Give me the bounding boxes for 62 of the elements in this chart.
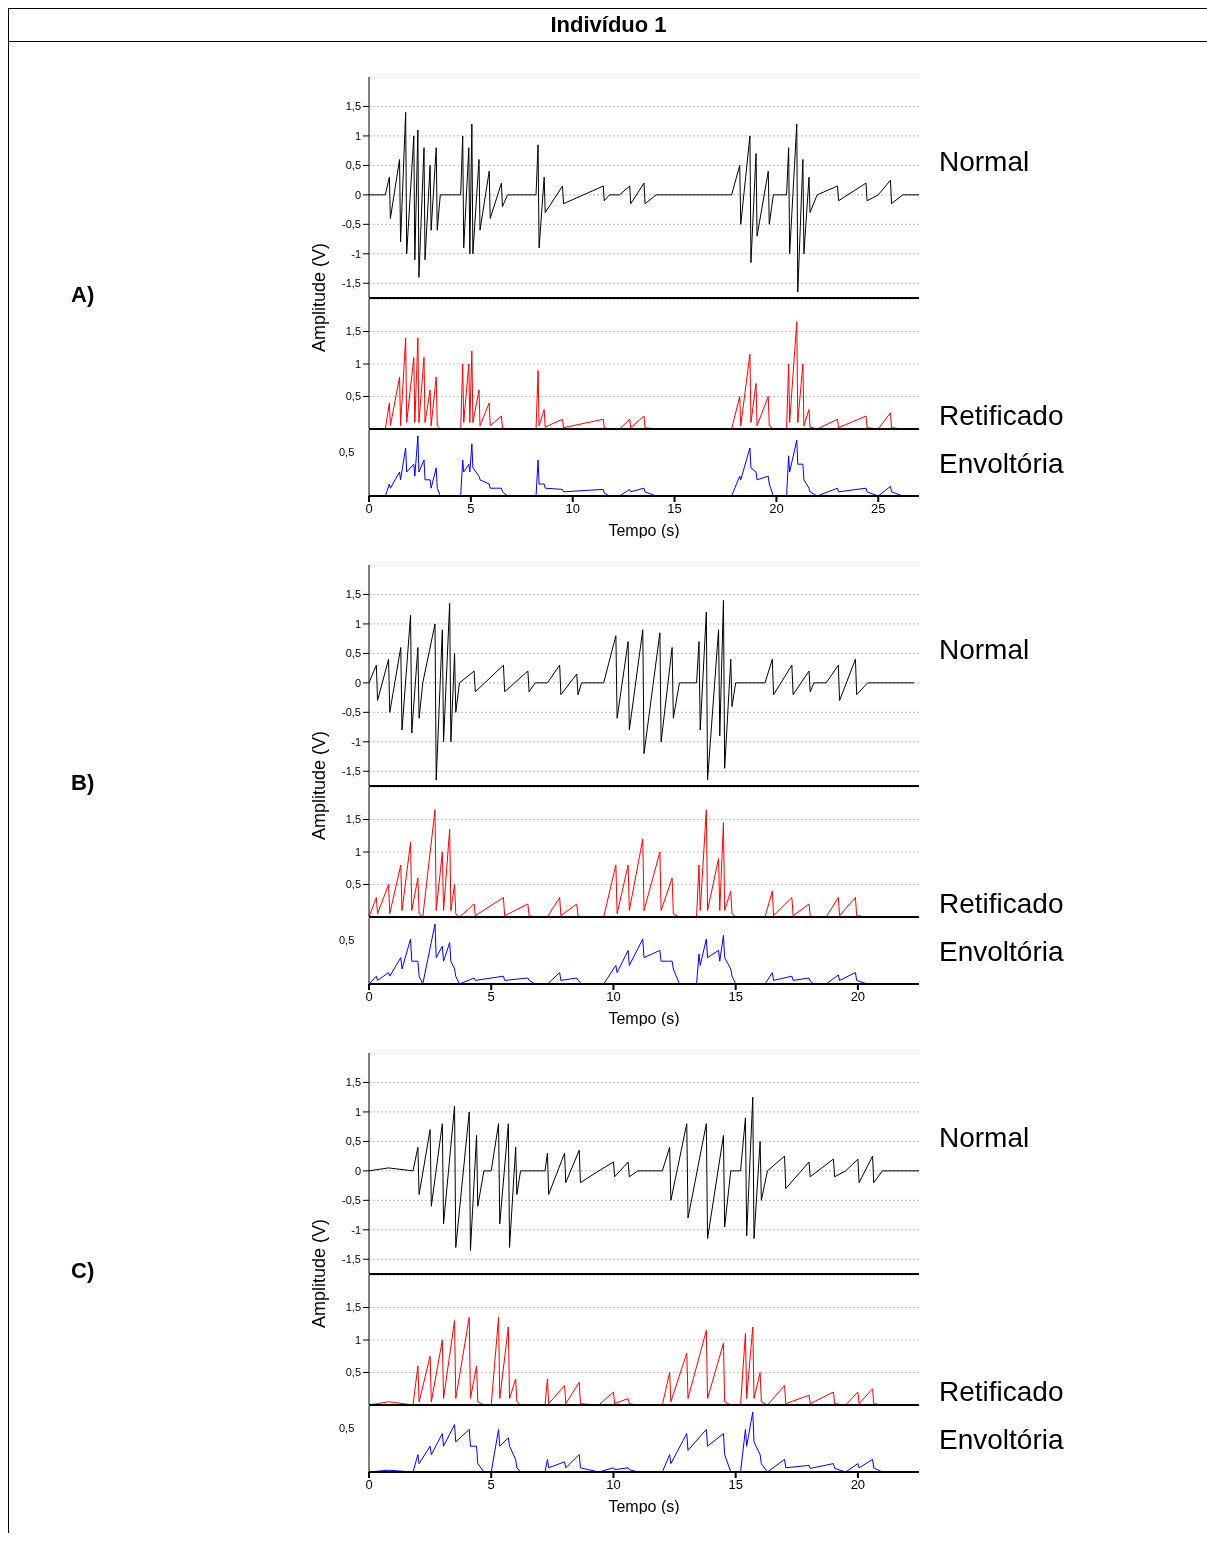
y-axis-title: Amplitude (V) xyxy=(308,1218,330,1331)
y-tick-label: 0,5 xyxy=(345,1135,361,1148)
text: C) xyxy=(71,1258,95,1284)
text: A) xyxy=(71,282,95,308)
y-tick-label: 1,5 xyxy=(345,100,361,113)
series-label: Retificado xyxy=(939,1376,1064,1408)
y-tick-label: 0,5 xyxy=(345,1366,361,1379)
y-tick-label: 0,5 xyxy=(345,159,361,172)
series-label: Envoltória xyxy=(939,936,1064,968)
y-tick-label: -1 xyxy=(351,247,361,260)
y-tick-label: 1,5 xyxy=(345,588,361,601)
x-tick-label: 20 xyxy=(850,989,866,1005)
y-tick-label: 0 xyxy=(354,676,361,689)
y-tick-label: 0,5 xyxy=(345,647,361,660)
x-tick-label: 15 xyxy=(728,989,743,1005)
y-axis-title: Amplitude (V) xyxy=(308,242,330,355)
x-tick-label: 0 xyxy=(365,501,373,517)
y-tick-label: 0,5 xyxy=(345,390,361,403)
y-tick-label: -0,5 xyxy=(342,218,361,231)
y-tick-label: 1 xyxy=(354,129,361,142)
chart-title: Indivíduo 1 xyxy=(9,9,1207,42)
y-tick-label: 1 xyxy=(354,357,361,370)
y-tick-label: 0,5 xyxy=(345,878,361,891)
y-tick-label: 0 xyxy=(354,188,361,201)
series-label: Normal xyxy=(939,146,1030,178)
x-tick-label: 10 xyxy=(606,989,621,1005)
series-label: Retificado xyxy=(939,888,1064,920)
x-tick-label: 20 xyxy=(850,1477,866,1493)
y-tick-label: 1,5 xyxy=(345,1301,361,1314)
y-tick-label: 1,5 xyxy=(345,325,361,338)
y-tick-label: -1 xyxy=(351,1223,361,1236)
y-axis-title: Amplitude (V) xyxy=(308,730,330,843)
series-label: Envoltória xyxy=(939,1424,1064,1456)
x-tick-label: 5 xyxy=(467,501,475,517)
y-tick-label: 1,5 xyxy=(345,813,361,826)
x-tick-label: 15 xyxy=(667,501,682,517)
y-tick-label: -0,5 xyxy=(342,706,361,719)
x-tick-label: 15 xyxy=(728,1477,743,1493)
x-tick-label: 10 xyxy=(606,1477,621,1493)
y-tick-label: -1,5 xyxy=(342,765,361,778)
x-tick-label: 0 xyxy=(365,989,373,1005)
series-label: Envoltória xyxy=(939,448,1064,480)
series-label: Normal xyxy=(939,634,1030,666)
y-tick-label: 1 xyxy=(354,617,361,630)
y-tick-label: -1 xyxy=(351,735,361,748)
series-label: Normal xyxy=(939,1122,1030,1154)
y-tick-label: 1 xyxy=(354,1333,361,1346)
y-tick-label: 1,5 xyxy=(345,1076,361,1089)
y-tick-label: -1,5 xyxy=(342,277,361,290)
y-tick-label: 1 xyxy=(354,1105,361,1118)
x-tick-label: 5 xyxy=(487,1477,495,1493)
x-tick-label: 10 xyxy=(565,501,580,517)
series-label: Retificado xyxy=(939,400,1064,432)
y-tick-label: 0 xyxy=(354,1164,361,1177)
x-tick-label: 25 xyxy=(871,501,886,517)
x-tick-label: 20 xyxy=(769,501,784,517)
y-tick-label: 1 xyxy=(354,845,361,858)
y-tick-label: -1,5 xyxy=(342,1253,361,1266)
x-tick-label: 0 xyxy=(365,1477,373,1493)
text: B) xyxy=(71,770,95,796)
y-tick-label: -0,5 xyxy=(342,1194,361,1207)
x-tick-label: 5 xyxy=(487,989,495,1005)
